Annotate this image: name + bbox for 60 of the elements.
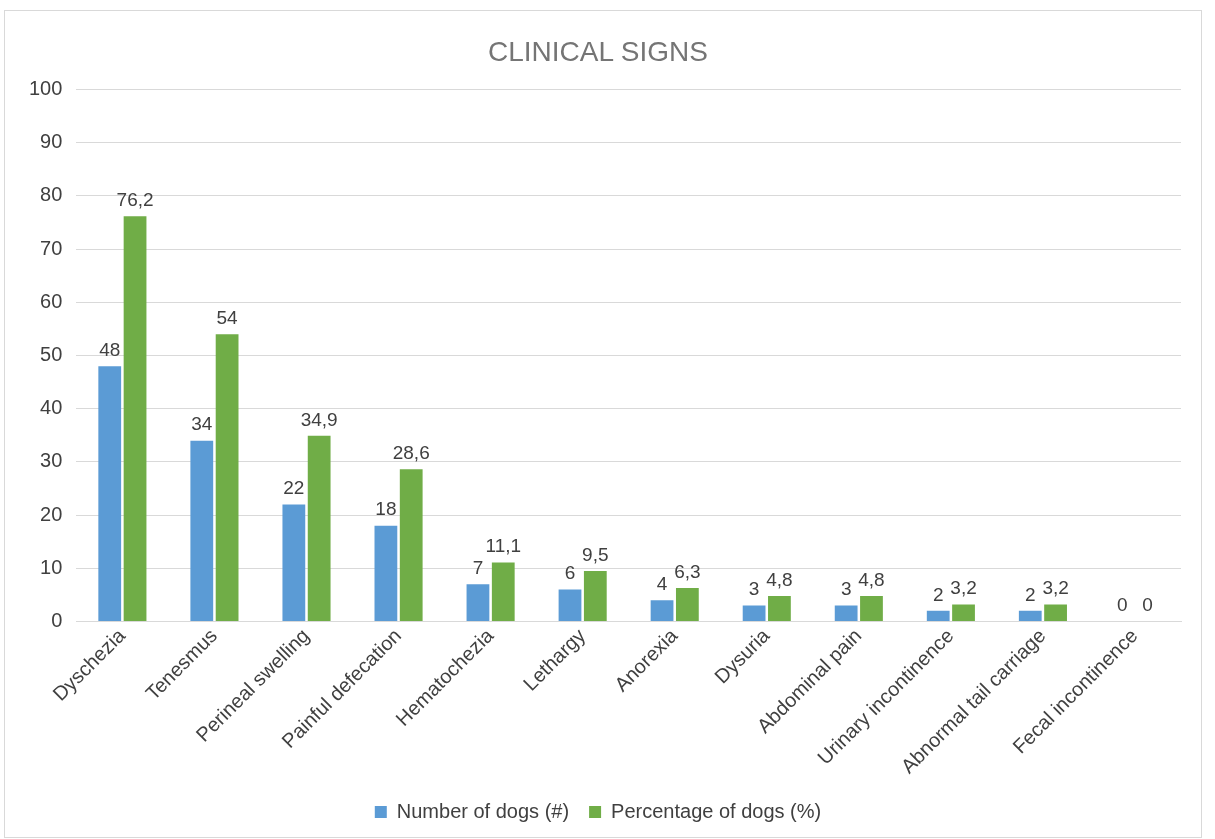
data-label: 48 xyxy=(99,338,121,360)
data-label: 18 xyxy=(375,498,397,520)
bar xyxy=(926,610,950,621)
data-label: 28,6 xyxy=(392,442,430,464)
data-label: 76,2 xyxy=(116,188,154,210)
y-tick-label: 90 xyxy=(40,130,63,153)
bar xyxy=(98,366,122,621)
data-label: 9,5 xyxy=(582,543,609,565)
data-label: 3,2 xyxy=(950,577,977,599)
y-tick-label: 100 xyxy=(28,77,63,100)
data-label: 54 xyxy=(216,307,239,328)
data-label: 4 xyxy=(656,572,668,594)
bar xyxy=(860,595,883,621)
data-label: 0 xyxy=(1117,594,1128,616)
data-label: 4,8 xyxy=(766,568,793,590)
bar xyxy=(1044,604,1067,621)
data-label: 6 xyxy=(564,562,576,584)
data-label: 0 xyxy=(1142,594,1153,616)
data-label: 7 xyxy=(472,556,484,578)
data-label: 2 xyxy=(932,583,944,605)
data-label: 3,2 xyxy=(1042,577,1069,599)
bar xyxy=(650,600,674,621)
bar xyxy=(282,504,306,621)
y-tick-label: 60 xyxy=(40,289,63,312)
chart-title: CLINICAL SIGNS xyxy=(488,35,708,67)
bar xyxy=(675,587,699,621)
y-tick-label: 80 xyxy=(40,183,63,206)
bar xyxy=(491,562,515,621)
bar xyxy=(123,216,147,621)
data-label: 6,3 xyxy=(674,560,701,582)
y-tick-label: 40 xyxy=(40,396,63,419)
bar xyxy=(558,589,582,621)
data-label: 4,8 xyxy=(858,568,885,590)
legend-label: Number of dogs (#) xyxy=(396,799,570,822)
y-tick-label: 30 xyxy=(40,449,63,472)
y-tick-label: 20 xyxy=(40,502,63,525)
bar xyxy=(583,570,607,621)
bar xyxy=(768,595,791,621)
bar xyxy=(215,334,239,621)
data-label: 34 xyxy=(191,413,213,435)
y-tick-label: 10 xyxy=(40,555,63,578)
bar xyxy=(742,605,766,621)
data-label: 11,1 xyxy=(485,535,522,557)
bar xyxy=(466,584,490,621)
data-label: 22 xyxy=(283,477,305,499)
y-tick-label: 70 xyxy=(40,236,63,259)
data-label: 3 xyxy=(748,578,760,600)
data-label: 34,9 xyxy=(300,408,338,430)
bar xyxy=(374,525,398,621)
bar xyxy=(952,604,975,621)
bar xyxy=(834,605,858,621)
bar xyxy=(399,469,423,621)
legend-label: Percentage of dogs (%) xyxy=(611,799,822,822)
y-tick-label: 0 xyxy=(51,608,63,631)
bar xyxy=(307,435,331,621)
data-label: 3 xyxy=(840,578,852,600)
bar xyxy=(1018,610,1042,621)
y-tick-label: 50 xyxy=(40,343,63,366)
bar xyxy=(190,440,214,621)
data-label: 2 xyxy=(1024,583,1036,605)
